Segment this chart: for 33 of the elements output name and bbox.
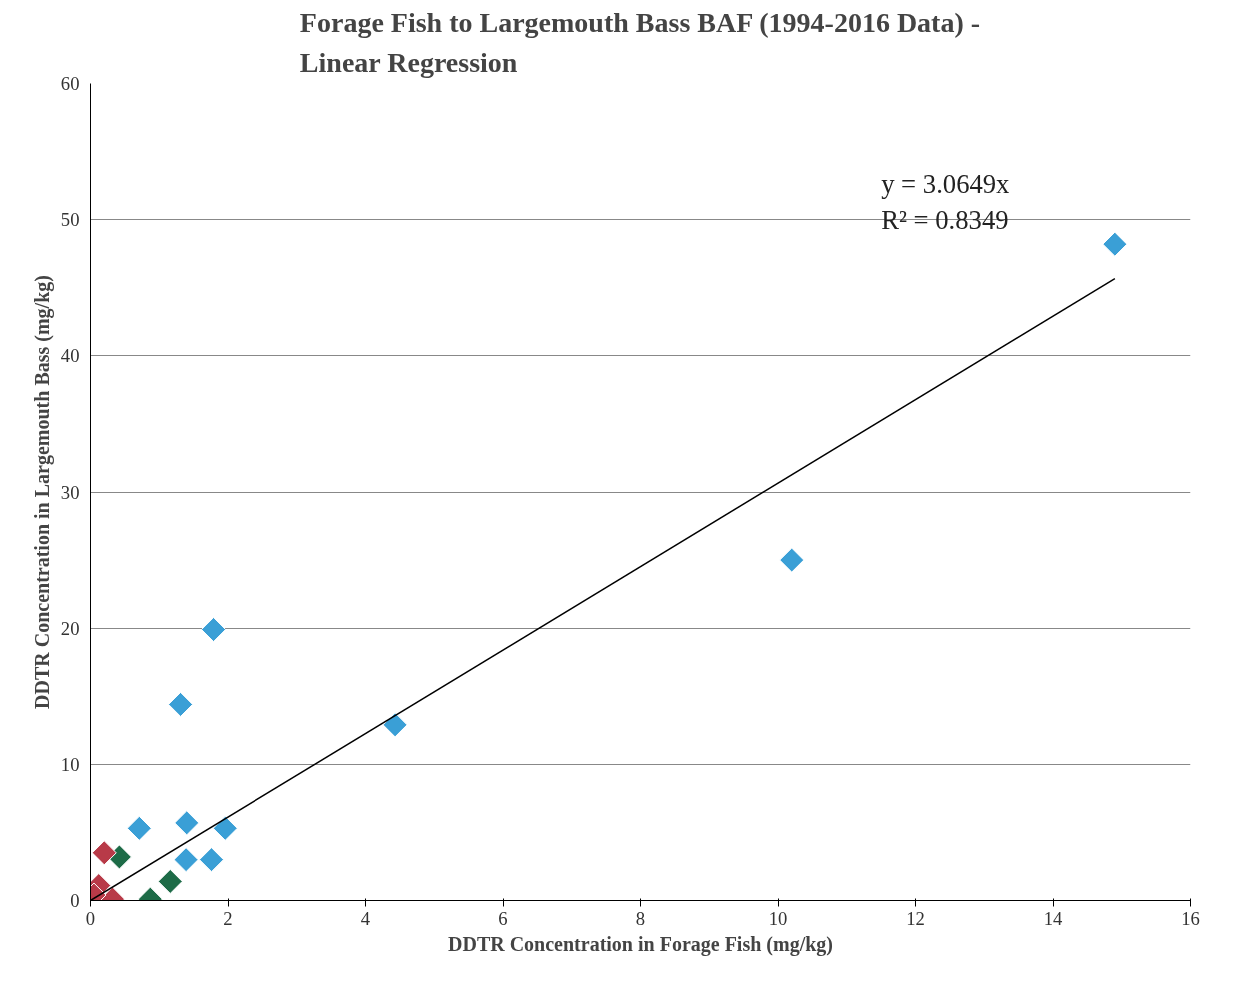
- x-axis-title: DDTR Concentration in Forage Fish (mg/kg): [448, 932, 833, 956]
- x-tick-label: 2: [223, 907, 233, 929]
- point: [201, 617, 227, 643]
- annotation: y = 3.0649x: [881, 169, 1010, 200]
- point: [174, 810, 200, 836]
- chart-title: Forage Fish to Largemouth Bass BAF (1994-2016 Data) - Linear Regression: [299, 7, 981, 79]
- point: [382, 712, 408, 738]
- x-tick-label: 8: [635, 907, 646, 929]
- y-tick-label: 30: [60, 481, 80, 503]
- x-tick-label: 4: [360, 907, 371, 929]
- annotation: R² = 0.8349: [881, 204, 1009, 235]
- y-tick-label: 60: [60, 73, 80, 94]
- y-tick-label: 40: [60, 345, 80, 367]
- x-tick-label: 10: [768, 907, 788, 929]
- point: [198, 847, 225, 873]
- point: [157, 868, 183, 894]
- x-tick-label: 6: [498, 907, 508, 929]
- x-tick-label: 16: [1181, 907, 1200, 929]
- point: [212, 815, 238, 841]
- y-tick-label: 0: [70, 890, 80, 911]
- y-axis-title: DDTR Concentration in Largemouth Bass (mg/kg): [30, 275, 54, 709]
- point: [126, 815, 152, 841]
- point: [168, 691, 194, 717]
- x-tick-label: 0: [85, 907, 96, 929]
- y-tick-label: 10: [60, 753, 80, 775]
- x-tick-label: 14: [1043, 907, 1063, 929]
- y-tick-label: 50: [60, 209, 80, 231]
- y-tick-label: 20: [60, 617, 80, 639]
- point: [779, 547, 805, 573]
- point: [173, 847, 199, 873]
- point: [91, 840, 117, 866]
- x-tick-label: 12: [906, 907, 925, 929]
- point: [1102, 231, 1128, 257]
